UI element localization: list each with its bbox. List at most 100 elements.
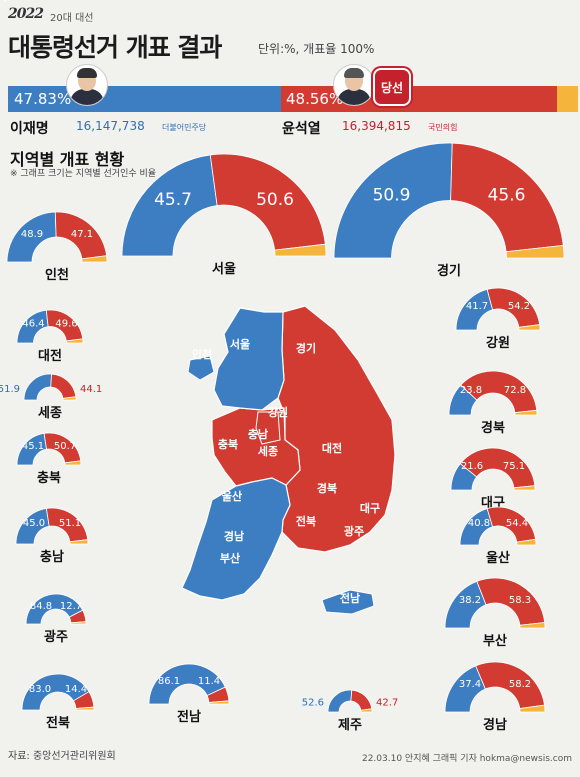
donut-value-lee: 50.9: [373, 186, 411, 206]
lee-votes: 16,147,738: [76, 119, 145, 133]
donut-region-name: 세종: [38, 406, 62, 421]
donut-value-yoon: 44.1: [80, 384, 102, 395]
credit: 22.03.10 안지혜 그래픽 기자 hokma@newsis.com: [361, 754, 572, 764]
donut-slice: [476, 577, 546, 626]
donut-slice: [64, 460, 82, 466]
map-label: 인천: [192, 347, 212, 361]
donut-value-yoon: 11.4: [198, 676, 220, 687]
donut-slice: [62, 396, 77, 401]
bar-lee: [8, 86, 281, 112]
pct-yoon: 48.56%: [286, 90, 344, 108]
donut-slice: [360, 708, 373, 713]
map-label: 전남: [340, 591, 360, 605]
map-label: 울산: [222, 489, 242, 503]
source: 자료: 중앙선거관리위원회: [8, 751, 116, 762]
national-result-bar: 47.83% 48.56%: [8, 86, 578, 112]
donut-value-lee: 23.8: [460, 385, 482, 396]
donut-slice: [327, 689, 353, 713]
bar-yoon: [280, 86, 558, 112]
yoon-name: 윤석열: [282, 121, 321, 137]
map-region-jeju: [321, 589, 375, 615]
donut-value-yoon: 51.1: [59, 518, 81, 529]
donut-slice: [23, 373, 52, 401]
donut-value-yoon: 54.4: [506, 518, 528, 529]
map-label: 대구: [360, 501, 380, 515]
donut-region-name: 경북: [481, 420, 505, 436]
map-region-southwest: [181, 477, 291, 601]
donut-slice: [460, 370, 538, 414]
donut-region-name: 경남: [483, 717, 507, 733]
yoon-avatar: [333, 64, 375, 106]
donut-region-name: 서울: [212, 261, 236, 277]
donut-region-name: 경기: [437, 263, 461, 279]
donut-slice: [209, 153, 326, 251]
donut-value-yoon: 12.7: [60, 601, 82, 612]
map-region-sejong-daejeon: [255, 411, 281, 445]
logo-subtitle: 20대 대선: [50, 13, 94, 24]
donut-region-name: 강원: [486, 335, 510, 351]
donut-region-name: 광주: [44, 630, 68, 645]
donut-slice: [519, 704, 546, 713]
donut-slice: [148, 663, 226, 705]
donut-slice: [519, 622, 546, 629]
donut-region-name: 부산: [483, 633, 507, 649]
pct-lee: 47.83%: [14, 90, 72, 108]
map-label: 제주: [0, 0, 10, 3]
donut-region-name: 충북: [37, 470, 61, 486]
donut-slice: [513, 485, 536, 491]
donut-slice: [69, 539, 89, 545]
donut-value-yoon: 54.2: [508, 301, 530, 312]
donut-slice: [70, 621, 87, 625]
map-region-gyeonggi: [213, 307, 285, 411]
donut-value-lee: 51.9: [0, 384, 20, 395]
winner-badge: 당선: [373, 68, 411, 106]
donut-value-lee: 37.4: [459, 679, 481, 690]
donut-region-name: 전남: [177, 709, 201, 725]
donut-value-yoon: 14.4: [65, 684, 87, 695]
donut-value-lee: 83.0: [29, 684, 51, 695]
donut-slice: [50, 373, 77, 399]
donut-region-name: 울산: [486, 550, 510, 566]
bar-other: [557, 86, 578, 112]
donut-value-lee: 48.9: [21, 229, 43, 240]
donut-value-lee: 38.2: [459, 595, 481, 606]
map-label: 전북: [296, 514, 316, 528]
map-label: 충남: [248, 427, 268, 441]
donut-slice: [475, 661, 545, 710]
donut-region-name: 제주: [338, 718, 362, 733]
donut-value-lee: 45.0: [23, 518, 45, 529]
donut-value-yoon: 42.7: [376, 697, 398, 708]
donut-value-lee: 86.1: [158, 676, 180, 687]
donut-slice: [333, 142, 453, 259]
donut-slice: [25, 593, 84, 625]
donut-value-lee: 84.8: [30, 601, 52, 612]
map-label: 서울: [230, 337, 250, 351]
map-label: 충북: [218, 437, 238, 451]
donut-slice: [121, 154, 218, 257]
map-label: 강원: [268, 405, 288, 419]
donut-value-lee: 21.6: [461, 461, 483, 472]
donut-value-lee: 45.1: [22, 441, 44, 452]
map-label: 세종: [258, 444, 278, 458]
donut-value-lee: 45.7: [154, 190, 192, 210]
donut-value-lee: 46.4: [22, 319, 44, 330]
donut-slice: [81, 255, 108, 263]
donut-value-yoon: 47.1: [71, 229, 93, 240]
map-region-east: [277, 305, 396, 553]
donut-region-name: 대전: [38, 348, 62, 364]
logo: 2022: [8, 6, 44, 22]
lee-name: 이재명: [10, 121, 49, 137]
donut-slice: [514, 409, 538, 416]
donut-slice: [505, 244, 565, 259]
donut-slice: [65, 338, 84, 344]
yoon-votes: 16,394,815: [342, 119, 411, 133]
donut-slice: [450, 142, 564, 253]
section-title: 지역별 개표 현황: [10, 150, 125, 169]
donut-region-name: 인천: [45, 267, 69, 283]
map-label: 경북: [317, 481, 337, 495]
donut-value-yoon: 72.8: [504, 385, 526, 396]
korea-map: 인천서울경기강원충북충남세종대전경북대구울산전북경남광주부산전남제주: [0, 0, 396, 615]
donut-slice: [459, 447, 536, 489]
donut-slice: [208, 700, 230, 705]
